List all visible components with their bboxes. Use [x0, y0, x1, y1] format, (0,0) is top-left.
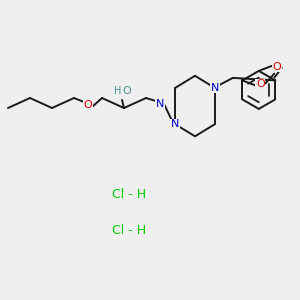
Text: N: N — [156, 99, 164, 109]
Text: O: O — [256, 80, 265, 89]
Text: N: N — [211, 83, 219, 93]
Text: O: O — [84, 100, 92, 110]
Text: O: O — [123, 86, 131, 96]
Text: Cl - H: Cl - H — [112, 224, 146, 236]
Text: N: N — [171, 119, 179, 129]
Text: Cl - H: Cl - H — [112, 188, 146, 202]
Text: O: O — [272, 62, 281, 72]
Text: H: H — [114, 86, 122, 96]
